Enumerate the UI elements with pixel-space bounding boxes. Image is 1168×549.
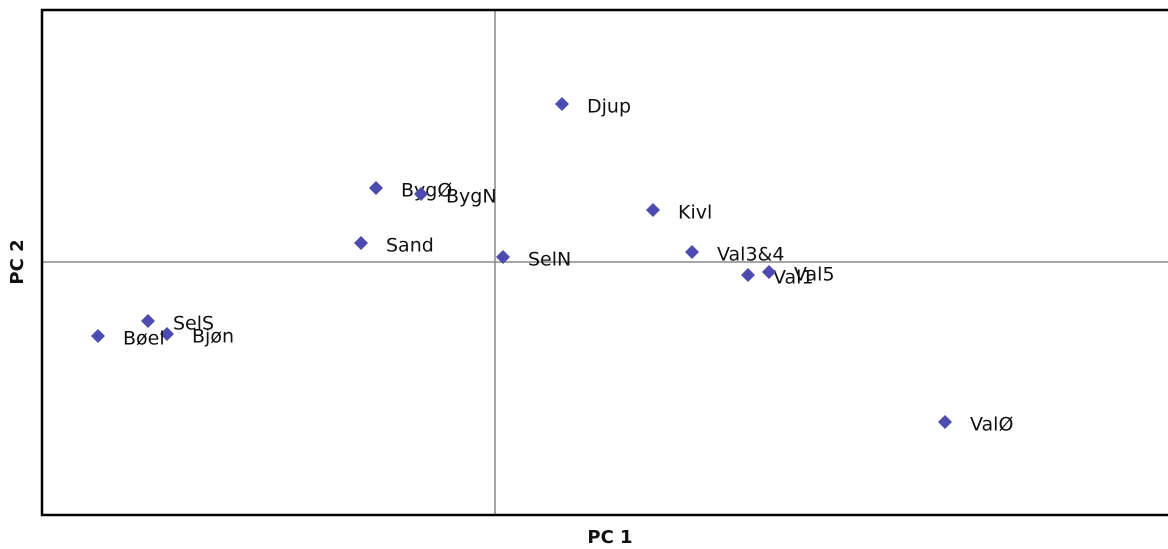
point-label: Val5 <box>794 264 835 286</box>
point <box>414 187 428 201</box>
point <box>938 415 952 429</box>
point-label: Val3&4 <box>717 244 784 266</box>
point-label: Djup <box>587 96 631 118</box>
point <box>741 268 755 282</box>
point-label: BygØ <box>401 180 452 202</box>
point <box>91 329 105 343</box>
point-label: SelS <box>173 313 214 335</box>
point-label: SelN <box>528 249 571 271</box>
point-label: Sand <box>386 235 434 257</box>
plot-frame <box>40 8 1168 517</box>
point-label: BygN <box>446 186 497 208</box>
point-label: Bøel <box>123 328 165 350</box>
point <box>685 245 699 259</box>
point-label: Val1 <box>773 267 814 289</box>
point <box>762 265 776 279</box>
point-label: ValØ <box>970 414 1013 436</box>
point <box>555 97 569 111</box>
point-label: Bjøn <box>192 326 234 348</box>
point <box>141 314 155 328</box>
point <box>369 181 383 195</box>
y-axis-label: PC 2 <box>7 239 28 284</box>
point <box>160 327 174 341</box>
x-axis-label: PC 1 <box>587 527 632 548</box>
point <box>646 203 660 217</box>
point <box>354 236 368 250</box>
point <box>496 250 510 264</box>
point-label: Kivl <box>678 202 712 224</box>
